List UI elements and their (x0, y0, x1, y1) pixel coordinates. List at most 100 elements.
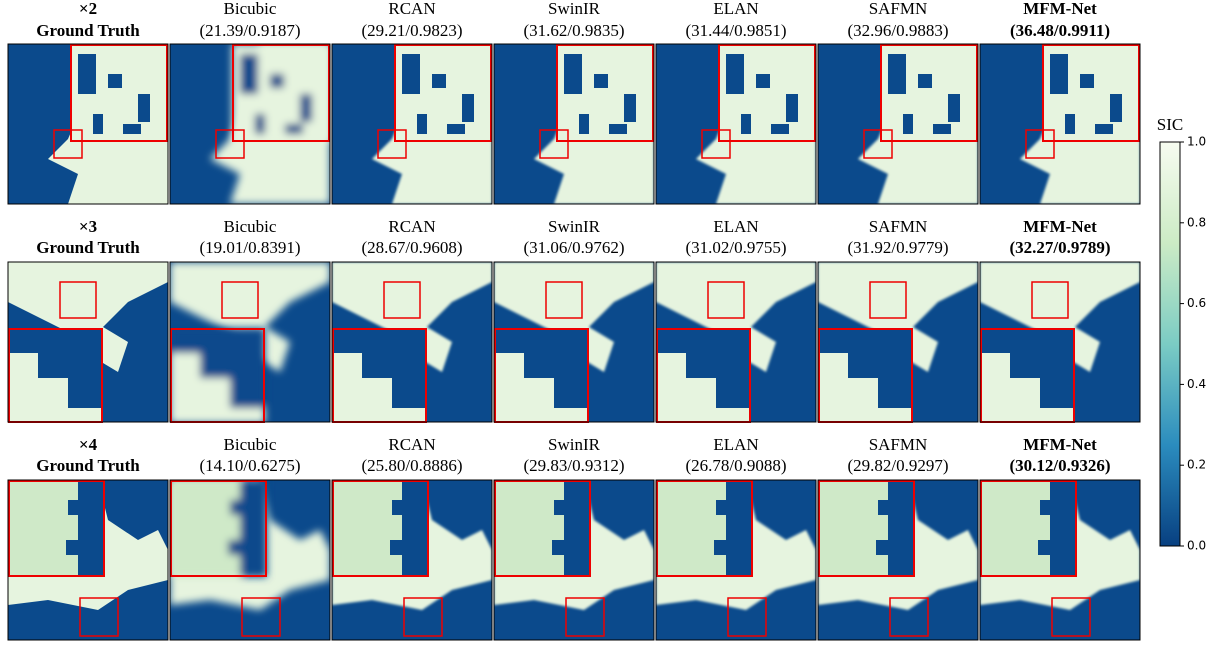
inset-water (228, 540, 240, 555)
map-image (170, 44, 330, 204)
inset-water (230, 500, 240, 515)
column-title: Bicubic (224, 0, 277, 18)
panel-border (331, 43, 493, 205)
map-image (332, 44, 492, 204)
zoom-box (1025, 129, 1055, 159)
metrics: (31.62/0.9835) (523, 21, 624, 40)
column-title: ELAN (713, 0, 758, 18)
zoom-inset (718, 44, 816, 142)
metrics: (29.83/0.9312) (523, 456, 624, 475)
map-image (8, 262, 168, 422)
panel-border (979, 43, 1141, 205)
inset-water (68, 378, 103, 408)
scale-label: ×4 (79, 435, 98, 454)
panel-border (493, 43, 655, 205)
panel (817, 43, 979, 205)
map-image (818, 44, 978, 204)
map-image (332, 480, 492, 640)
inset-water (876, 540, 888, 555)
zoom-inset (656, 328, 751, 422)
inset-water (38, 353, 103, 378)
zoom-inset (880, 44, 978, 142)
inset-frame (980, 480, 1077, 577)
inset-water (524, 353, 589, 378)
inset-water (980, 328, 1075, 353)
panel-border (655, 261, 817, 423)
panel-border (817, 261, 979, 423)
panel (655, 479, 817, 641)
inset-frame (1042, 44, 1140, 142)
panel (169, 43, 331, 205)
column-title: MFM-Net (1023, 217, 1097, 236)
map-image (818, 480, 978, 640)
zoom-box (863, 129, 893, 159)
zoom-box (53, 129, 83, 159)
inset-water (1050, 480, 1077, 577)
zoom-inset (8, 328, 103, 422)
panel-border (655, 43, 817, 205)
inset-water (1050, 54, 1068, 94)
panel (655, 261, 817, 423)
column-title: SAFMN (869, 217, 928, 236)
panel (7, 479, 169, 641)
inset-water (432, 74, 446, 88)
panel (331, 261, 493, 423)
panel (979, 43, 1141, 205)
inset-water (918, 74, 932, 88)
zoom-box (1031, 281, 1069, 319)
inset-water (771, 124, 789, 134)
metrics: (32.27/0.9789) (1009, 238, 1110, 257)
metrics: (31.02/0.9755) (685, 238, 786, 257)
scale-label: ×3 (79, 217, 97, 236)
panel-border (979, 261, 1141, 423)
map-image (494, 480, 654, 640)
zoom-box (889, 597, 929, 637)
inset-water (726, 54, 744, 94)
column-title: SwinIR (548, 435, 601, 454)
inset-water (888, 480, 915, 577)
inset-frame (556, 44, 654, 142)
panel (493, 261, 655, 423)
zoom-inset (232, 44, 330, 142)
metrics: (21.39/0.9187) (199, 21, 300, 40)
map-image (170, 262, 330, 422)
inset-water (138, 94, 150, 122)
colorbar-tick-label: 0.0 (1187, 539, 1206, 553)
metrics: (30.12/0.9326) (1009, 456, 1110, 475)
inset-water (878, 500, 888, 515)
column-title: SAFMN (869, 0, 928, 18)
inset-water (362, 353, 427, 378)
ice (170, 262, 330, 372)
metrics: (29.82/0.9297) (847, 456, 948, 475)
inset-water (888, 54, 906, 94)
panel-border (7, 261, 169, 423)
map-image (818, 262, 978, 422)
metrics: (36.48/0.9911) (1010, 21, 1110, 40)
inset-water (756, 74, 770, 88)
metrics: (25.80/0.8886) (361, 456, 462, 475)
column-title: Ground Truth (36, 456, 140, 475)
panel (169, 261, 331, 423)
ice (332, 262, 492, 372)
panel-border (169, 479, 331, 641)
inset-water (332, 328, 427, 353)
zoom-box (701, 129, 731, 159)
inset-water (270, 74, 284, 88)
inset-water (948, 94, 960, 122)
zoom-box (403, 597, 443, 637)
panel-border (655, 479, 817, 641)
zoom-box (727, 597, 767, 637)
column-title: SAFMN (869, 435, 928, 454)
colorbar-tick-label: 0.2 (1187, 458, 1206, 472)
inset-water (1040, 500, 1050, 515)
inset-water (714, 540, 726, 555)
column-title: SwinIR (548, 0, 601, 18)
zoom-inset (980, 480, 1077, 577)
zoom-box (1051, 597, 1091, 637)
scale-label: ×2 (79, 0, 97, 18)
inset-water (108, 74, 122, 88)
inset-water (1095, 124, 1113, 134)
column-title: Bicubic (224, 217, 277, 236)
zoom-inset (170, 328, 265, 422)
zoom-box (59, 281, 97, 319)
